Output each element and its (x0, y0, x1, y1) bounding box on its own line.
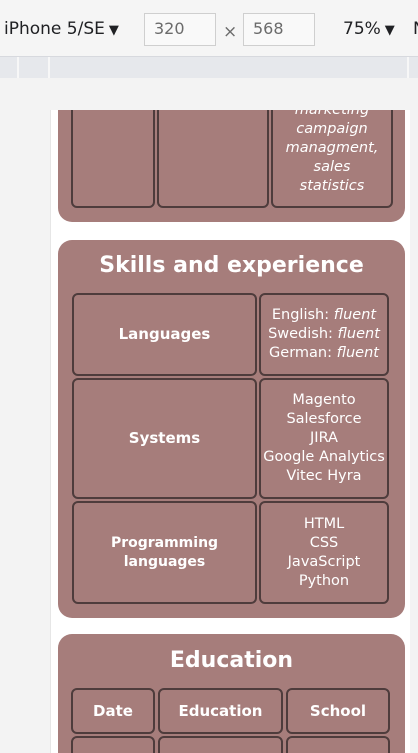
header-label: Date (93, 702, 133, 721)
table-cell: marketing campaign managment, sales stat… (271, 110, 393, 208)
device-viewport: marketing campaign managment, sales stat… (50, 110, 410, 753)
table-cell (158, 736, 283, 753)
language-level: fluent (337, 345, 379, 361)
table-header-school: School (286, 688, 390, 734)
cell-text: English: fluent Swedish: fluent German: … (268, 306, 380, 363)
height-input[interactable]: 568 (243, 13, 315, 46)
ruler-tick (407, 57, 409, 79)
language-name: German: (269, 345, 332, 361)
width-input[interactable]: 320 (144, 13, 216, 46)
devtools-toolbar: iPhone 5/SE ▼ 320 × 568 75% ▼ N (0, 0, 418, 56)
text-line: sales (286, 158, 379, 177)
skills-card: Skills and experience Languages English:… (58, 240, 405, 618)
cell-text: Magento Salesforce JIRA Google Analytics… (263, 391, 385, 486)
cell-text: marketing campaign managment, sales stat… (286, 110, 379, 196)
skills-row-label-programming: Programming languages (72, 501, 257, 604)
zoom-selector[interactable]: 75% ▼ (343, 19, 395, 39)
language-name: Swedish: (268, 326, 333, 342)
language-level: fluent (334, 307, 376, 323)
ruler-tick (17, 57, 19, 79)
list-item: Google Analytics (263, 448, 385, 467)
zoom-label: 75% (343, 19, 381, 39)
row-label: Programming languages (74, 534, 255, 572)
language-level: fluent (338, 326, 380, 342)
list-item: JavaScript (288, 553, 361, 572)
row-label: Systems (129, 429, 200, 448)
device-label: iPhone 5/SE (4, 19, 105, 39)
language-line: Swedish: fluent (268, 325, 380, 344)
language-line: German: fluent (268, 344, 380, 363)
more-options[interactable]: N (413, 19, 418, 39)
list-item: JIRA (263, 429, 385, 448)
table-cell (157, 110, 269, 208)
row-label: Languages (119, 325, 211, 344)
header-label: School (310, 702, 366, 721)
times-icon: × (223, 22, 237, 42)
table-header-date: Date (71, 688, 155, 734)
education-card: Education Date Education School (58, 634, 405, 753)
language-line: English: fluent (268, 306, 380, 325)
list-item: Salesforce (263, 410, 385, 429)
skills-title: Skills and experience (58, 253, 405, 278)
list-item: HTML (288, 515, 361, 534)
table-cell (71, 110, 155, 208)
education-title: Education (58, 648, 405, 673)
ruler-tick (48, 57, 50, 79)
skills-row-value-languages: English: fluent Swedish: fluent German: … (259, 293, 389, 376)
text-line: marketing (286, 110, 379, 120)
text-line: managment, (286, 139, 379, 158)
table-header-education: Education (158, 688, 283, 734)
list-item: Vitec Hyra (263, 467, 385, 486)
device-selector[interactable]: iPhone 5/SE ▼ (4, 19, 119, 39)
text-line: campaign (286, 120, 379, 139)
skills-row-label-languages: Languages (72, 293, 257, 376)
cell-text: HTML CSS JavaScript Python (288, 515, 361, 591)
skills-row-value-systems: Magento Salesforce JIRA Google Analytics… (259, 378, 389, 499)
language-name: English: (272, 307, 329, 323)
list-item: Magento (263, 391, 385, 410)
header-label: Education (179, 702, 263, 721)
skills-row-value-programming: HTML CSS JavaScript Python (259, 501, 389, 604)
media-query-ruler[interactable] (0, 56, 418, 78)
text-line: statistics (286, 177, 379, 196)
dropdown-caret-icon: ▼ (109, 23, 119, 38)
list-item: CSS (288, 534, 361, 553)
experience-card: marketing campaign managment, sales stat… (58, 110, 405, 222)
table-cell (286, 736, 390, 753)
list-item: Python (288, 572, 361, 591)
skills-row-label-systems: Systems (72, 378, 257, 499)
table-cell (71, 736, 155, 753)
dropdown-caret-icon: ▼ (385, 23, 395, 38)
